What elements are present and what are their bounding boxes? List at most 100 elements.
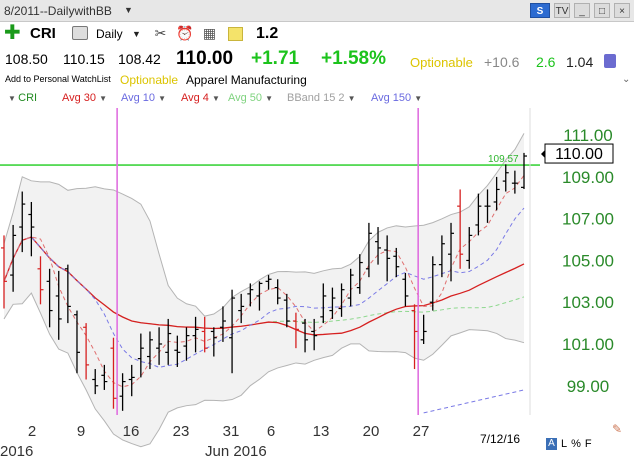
add-watchlist-link[interactable]: Add to Personal WatchList <box>5 74 111 84</box>
legend-item-avg-4[interactable]: Avg 4 ▼ <box>181 92 220 104</box>
title-dropdown-icon[interactable]: ▼ <box>124 5 133 15</box>
x-tick-label: 23 <box>173 423 190 440</box>
price-tick-label: 101.00 <box>562 335 614 354</box>
ohlc-bar <box>493 176 500 211</box>
x-tick-label: 2 <box>28 423 36 440</box>
month-label: Jun 2016 <box>205 443 267 460</box>
ohlc-bar <box>274 279 281 305</box>
close-button[interactable]: × <box>614 3 630 18</box>
ohlc-bar <box>283 293 290 328</box>
alarm-icon[interactable]: ⏰ <box>176 25 194 41</box>
info-line: Add to Personal WatchList Optionable App… <box>0 72 634 88</box>
ohlc-bar <box>156 327 163 365</box>
avg-30-line <box>3 236 525 336</box>
add-icon[interactable]: ✚ <box>4 22 21 44</box>
flag-f[interactable]: F <box>584 438 592 450</box>
current-price-label: 110.00 <box>555 146 603 163</box>
indicator-legend: ▼ CRI Avg 30 ▼ Avg 10 ▼ Avg 4 ▼ Avg 50 ▼ … <box>0 90 634 106</box>
ohlc-bar <box>210 327 217 357</box>
last-price: 110.00 <box>176 48 234 69</box>
x-tick-label: 9 <box>77 423 85 440</box>
current-price-pointer-icon <box>541 150 545 159</box>
tv-button[interactable]: TV <box>554 3 570 18</box>
pencil-icon[interactable]: ✎ <box>612 422 623 436</box>
ohlc-bar <box>229 289 236 374</box>
price-change-percent: +1.58% <box>321 48 386 69</box>
ohlc-bar <box>365 222 372 278</box>
legend-item-avg-150[interactable]: Avg 150 ▼ <box>371 92 422 104</box>
s-button[interactable]: S <box>530 3 550 18</box>
ohlc-bar <box>73 310 80 374</box>
ohlc-bar <box>101 364 108 390</box>
note-icon[interactable] <box>228 27 243 41</box>
legend-arrow-icon: ▼ <box>8 94 19 103</box>
flag-a[interactable]: A <box>546 438 557 450</box>
ohlc-bar <box>502 164 509 192</box>
legend-label: Avg 4 <box>181 92 209 104</box>
ohlc-bar <box>219 306 226 342</box>
chevron-down-icon[interactable]: ⌄ <box>622 74 631 85</box>
low-price: 108.42 <box>118 51 161 67</box>
tools-icon[interactable]: ✂ <box>154 25 167 41</box>
ohlc-bar <box>393 247 400 278</box>
ohlc-bar <box>521 152 527 190</box>
legend-label: Avg 10 <box>121 92 156 104</box>
bollinger-upper-line <box>3 133 525 317</box>
window-controls: S TV _ □ × <box>530 3 630 18</box>
ohlc-bar <box>356 254 363 294</box>
x-tick-label: 16 <box>123 423 140 440</box>
print-icon[interactable] <box>72 26 88 40</box>
ohlc-bar <box>55 270 62 340</box>
quote-bar: 108.50 110.15 108.42 110.00 +1.71 +1.58%… <box>0 46 634 72</box>
ohlc-bar <box>320 283 327 324</box>
ohlc-bar <box>19 191 26 253</box>
period-dropdown-icon[interactable]: ▼ <box>132 29 141 39</box>
symbol-field[interactable]: CRI <box>30 25 56 42</box>
ohlc-bar <box>174 335 181 367</box>
score-value: 1.2 <box>256 25 279 42</box>
price-tick-label: 105.00 <box>562 251 614 270</box>
legend-item-cri[interactable]: ▼ CRI <box>8 92 37 104</box>
flag-percent[interactable]: % <box>571 438 581 450</box>
x-tick-label: 13 <box>313 423 330 440</box>
ohlc-bar <box>292 312 299 349</box>
ohlc-bar <box>429 256 436 311</box>
ohlc-bar <box>375 227 382 265</box>
month-label: 2016 <box>0 443 33 460</box>
ohlc-bar <box>119 373 126 411</box>
ohlc-bar <box>183 327 190 361</box>
ohlc-bar <box>338 283 345 317</box>
x-tick-label: 20 <box>363 423 380 440</box>
database-icon[interactable] <box>604 54 616 68</box>
ohlc-bar <box>302 318 309 353</box>
ohlc-bar <box>420 314 427 344</box>
ohlc-bar <box>92 369 99 395</box>
avg-10-line <box>3 207 525 368</box>
minimize-button[interactable]: _ <box>574 3 590 18</box>
ohlc-bar <box>457 189 464 269</box>
price-change: +1.71 <box>251 48 300 69</box>
flag-l[interactable]: L <box>561 438 568 450</box>
legend-arrow-icon: ▼ <box>347 94 356 103</box>
ohlc-bar <box>165 318 172 365</box>
ohlc-bar <box>466 227 473 269</box>
breakout-label: 109.57 <box>488 154 519 165</box>
industry-label[interactable]: Apparel Manufacturing <box>186 73 307 87</box>
maximize-button[interactable]: □ <box>594 3 610 18</box>
current-date: 7/12/16 <box>480 432 521 446</box>
legend-item-avg-10[interactable]: Avg 10 ▼ <box>121 92 166 104</box>
legend-arrow-icon: ▼ <box>265 94 274 103</box>
legend-item-avg-30[interactable]: Avg 30 ▼ <box>62 92 107 104</box>
window-titlebar: 8/2011--DailywithBB ▼ S TV _ □ × <box>0 0 634 22</box>
legend-item-avg-50[interactable]: Avg 50 ▼ <box>228 92 273 104</box>
calendar-icon[interactable]: ▦ <box>202 25 217 41</box>
period-select[interactable]: Daily <box>96 27 123 41</box>
price-tick-label: 109.00 <box>562 168 614 187</box>
ohlc-bar <box>201 316 208 353</box>
legend-item-bband-15-2[interactable]: BBand 15 2 ▼ <box>287 92 355 104</box>
ohlc-bar <box>402 272 409 307</box>
ohlc-bar <box>10 224 17 292</box>
bollinger-lower-line <box>3 292 525 448</box>
ohlc-bar <box>247 283 254 307</box>
